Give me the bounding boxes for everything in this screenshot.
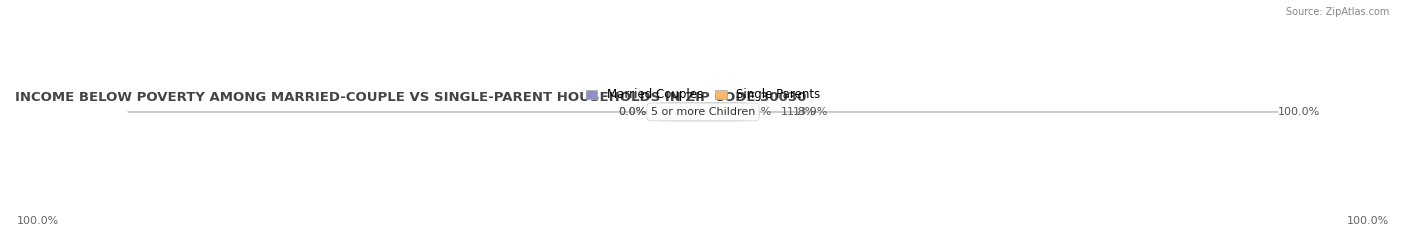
Text: 100.0%: 100.0% [1347,216,1389,226]
Text: 0.66%: 0.66% [652,107,688,117]
Text: 100.0%: 100.0% [17,216,59,226]
Text: 100.0%: 100.0% [1278,107,1320,117]
Text: 5.1%: 5.1% [742,107,772,117]
Text: 0.0%: 0.0% [619,107,647,117]
Text: Source: ZipAtlas.com: Source: ZipAtlas.com [1285,7,1389,17]
Text: 0.0%: 0.0% [619,107,647,117]
Text: 1 or 2 Children: 1 or 2 Children [662,107,744,117]
Text: 2.3%: 2.3% [651,107,679,117]
Text: 11.8%: 11.8% [780,107,817,117]
Text: 5 or more Children: 5 or more Children [651,107,755,117]
Legend: Married Couples, Single Parents: Married Couples, Single Parents [581,84,825,106]
Text: 13.9%: 13.9% [793,107,828,117]
Text: INCOME BELOW POVERTY AMONG MARRIED-COUPLE VS SINGLE-PARENT HOUSEHOLDS IN ZIP COD: INCOME BELOW POVERTY AMONG MARRIED-COUPL… [15,91,807,104]
Text: No Children: No Children [671,107,735,117]
Text: 3 or 4 Children: 3 or 4 Children [662,107,744,117]
